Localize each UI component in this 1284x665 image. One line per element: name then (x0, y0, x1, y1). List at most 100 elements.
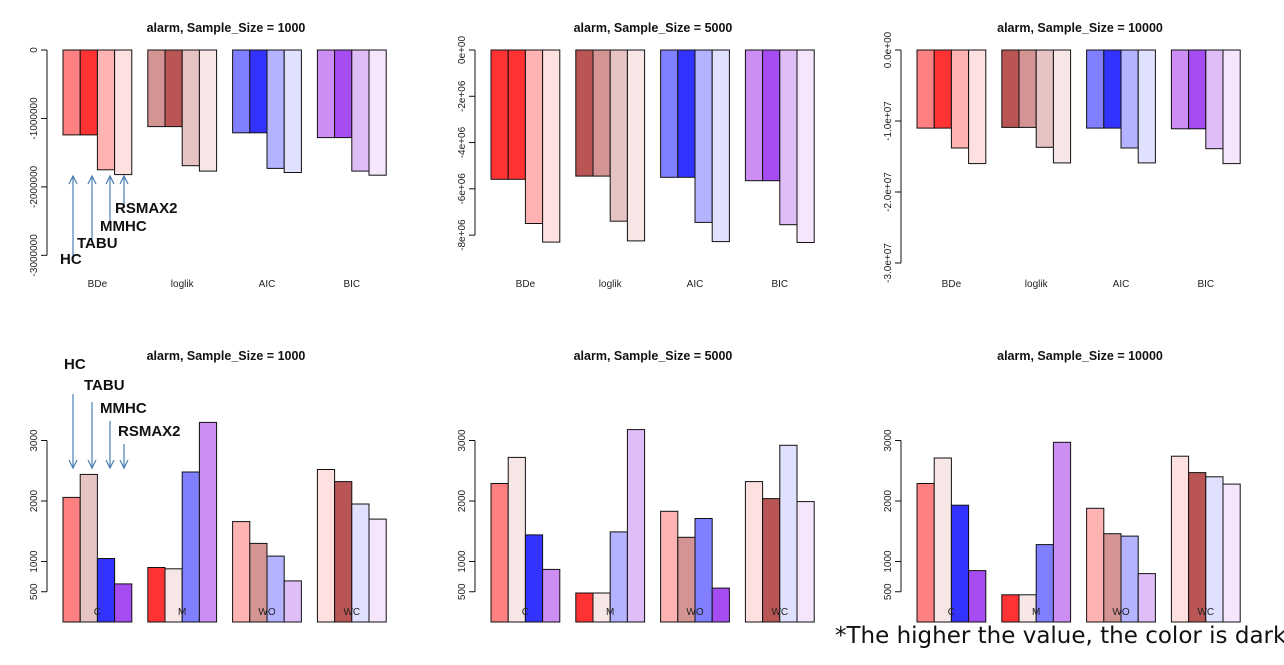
arrow-mmhc-bottom-head (105, 459, 115, 470)
bar (198, 49, 218, 172)
category-label: BIC (771, 279, 788, 290)
category-label: AIC (259, 279, 276, 290)
bar (1103, 49, 1122, 129)
y-tick-label: 2000 (29, 489, 40, 512)
y-tick-label: 3000 (29, 429, 40, 452)
category-label: loglik (171, 279, 195, 290)
bar (968, 570, 987, 623)
bar (490, 483, 509, 623)
y-tick-label: 3000 (883, 429, 894, 452)
bar (79, 473, 98, 623)
bar (147, 567, 166, 623)
y-tick-label: 3000 (457, 429, 468, 452)
y-tick-label: -2000000 (29, 165, 40, 208)
bar (368, 49, 387, 176)
y-tick-label: 0.0e+00 (883, 31, 894, 68)
bar (626, 49, 646, 242)
annotation-tabu-bottom: TABU (84, 377, 125, 394)
bar (232, 49, 251, 134)
y-tick-label: -1000000 (29, 97, 40, 140)
category-label: WO (686, 607, 703, 618)
bar (609, 49, 628, 222)
category-label: WC (343, 607, 360, 618)
bar (744, 481, 764, 623)
bar (744, 49, 764, 182)
bar (1222, 49, 1241, 165)
chart-title: alarm, Sample_Size = 5000 (574, 349, 733, 363)
bar (507, 49, 526, 180)
footnote: *The higher the value, the color is dark… (835, 623, 1284, 649)
bar (266, 49, 285, 169)
bar (1052, 441, 1072, 623)
category-label: BIC (1197, 279, 1214, 290)
bar (1205, 476, 1224, 623)
category-label: C (522, 607, 529, 618)
y-tick-label: 0 (29, 47, 40, 53)
chart-panel-5: alarm, Sample_Size = 5000 C M WO WC 500 1000 20… (457, 349, 815, 623)
bar (334, 49, 353, 139)
bar (334, 481, 353, 623)
chart-title: alarm, Sample_Size = 1000 (147, 349, 306, 363)
y-tick-label: -3.0e+07 (883, 243, 894, 283)
bar (316, 469, 336, 623)
arrow-mmhc-top-head (105, 174, 115, 185)
arrow-hc-top-head (68, 174, 78, 185)
bar (1035, 49, 1054, 148)
bar (694, 518, 713, 623)
arrow-rsmax2-top-head (119, 174, 129, 185)
category-label: BDe (88, 279, 108, 290)
annotation-rsmax2-bottom: RSMAX2 (118, 423, 181, 440)
category-label: WO (258, 607, 275, 618)
bar (660, 49, 679, 178)
category-label: WC (771, 607, 788, 618)
bar (181, 471, 200, 623)
bar (351, 503, 370, 623)
bar (283, 49, 302, 173)
category-label: loglik (599, 279, 623, 290)
chart-panel-1: alarm, Sample_Size = 1000 BDe loglik AIC BIC… (29, 21, 387, 290)
bar (164, 49, 183, 128)
bar (762, 498, 781, 623)
bar (542, 568, 561, 623)
bar (762, 49, 781, 182)
bar (1052, 49, 1072, 164)
bar (933, 457, 952, 623)
bar (1120, 49, 1139, 149)
category-label: AIC (1113, 279, 1130, 290)
bar (62, 49, 81, 136)
bar (1137, 49, 1156, 164)
category-label: WC (1197, 607, 1214, 618)
bar (1170, 455, 1190, 623)
bar (796, 49, 815, 243)
y-tick-label: 1000 (883, 550, 894, 573)
bar (147, 49, 166, 128)
y-tick-label: 500 (457, 583, 468, 600)
annotation-hc-bottom: HC (64, 356, 86, 373)
bar (592, 49, 611, 177)
bar (1086, 49, 1105, 129)
bar (1205, 49, 1224, 150)
chart-panel-4: alarm, Sample_Size = 1000 C M WO WC 500 1000 20… (29, 349, 387, 623)
bar (916, 49, 935, 129)
chart-title: alarm, Sample_Size = 10000 (997, 21, 1163, 35)
bar (950, 49, 970, 149)
chart-title: alarm, Sample_Size = 5000 (574, 21, 733, 35)
bar (62, 496, 81, 623)
chart-panel-6: alarm, Sample_Size = 10000 C M WO WC 500 1000 2… (883, 349, 1241, 623)
y-tick-label: -3000000 (29, 234, 40, 277)
y-tick-label: 500 (29, 583, 40, 600)
bar (660, 510, 679, 623)
bar (694, 49, 713, 223)
arrow-tabu-top-head (87, 174, 97, 185)
chart-panel-2: alarm, Sample_Size = 5000 BDe loglik AIC BIC… (457, 21, 815, 290)
category-label: BDe (942, 279, 962, 290)
bar (79, 49, 98, 136)
category-label: BIC (343, 279, 360, 290)
bar (181, 49, 200, 167)
bar (114, 583, 133, 623)
bar (1086, 507, 1105, 623)
bar (626, 429, 646, 623)
bar (249, 49, 268, 134)
category-label: AIC (687, 279, 704, 290)
